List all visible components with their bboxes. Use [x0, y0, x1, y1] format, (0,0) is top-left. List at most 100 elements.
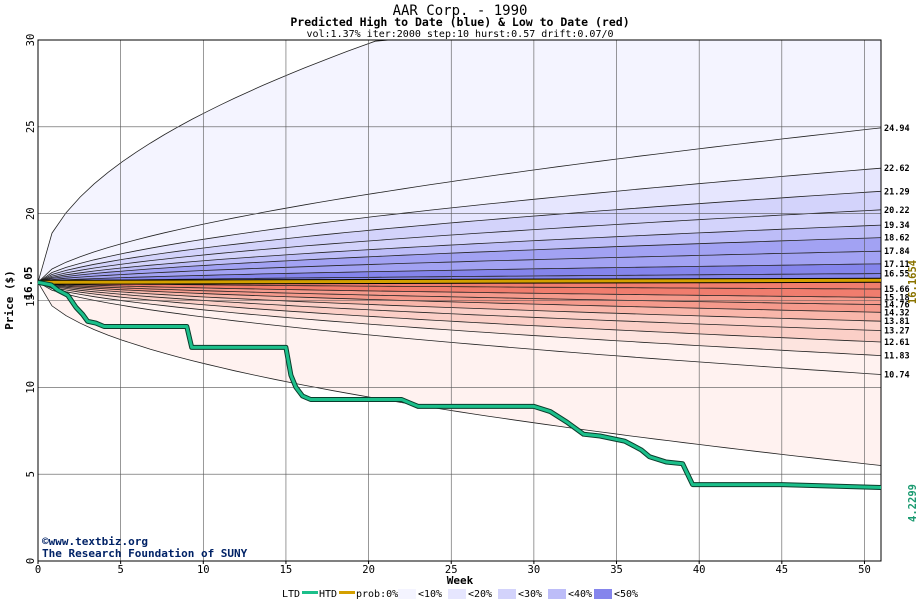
upper-boundary-8 — [37, 263, 882, 283]
y-tick-label: 10 — [25, 381, 37, 394]
legend-band-30-swatch — [548, 589, 566, 599]
legend-band-40-label: <40% — [568, 589, 592, 600]
lower-boundary-5 — [37, 281, 882, 322]
level-label: 21.29 — [884, 187, 910, 197]
lower-boundary-4 — [37, 281, 882, 331]
upper-band-4 — [38, 209, 881, 283]
low-to-date-value-label: 4.2299 — [907, 484, 919, 522]
plot-frame — [37, 39, 882, 562]
upper-boundary-9 — [37, 273, 882, 283]
probability-bands — [37, 39, 882, 466]
x-tick-label: 20 — [362, 564, 375, 576]
legend-band-20-swatch — [498, 589, 516, 599]
level-label: 22.62 — [884, 164, 910, 174]
x-tick-label: 35 — [610, 564, 623, 576]
lower-boundary-3 — [37, 281, 882, 343]
series-layer — [37, 277, 882, 490]
legend-band-50-swatch — [594, 589, 612, 599]
start-value-label: 16.05 — [22, 266, 35, 299]
lower-boundary-9 — [37, 281, 881, 290]
x-tick-label: 25 — [445, 564, 458, 576]
x-tick-label: 5 — [117, 564, 123, 576]
lower-boundary-8 — [37, 281, 882, 298]
upper-boundary-4 — [37, 209, 882, 283]
legend-band-0-swatch — [398, 589, 416, 599]
upper-boundary-2 — [37, 167, 882, 283]
x-tick-label: 10 — [197, 564, 210, 576]
level-label: 19.34 — [884, 221, 910, 231]
x-tick-label: 45 — [775, 564, 788, 576]
y-tick-label: 0 — [25, 558, 37, 564]
level-label: 15.18 — [884, 293, 910, 303]
ltd-line — [37, 280, 882, 489]
lower-band-5 — [38, 282, 881, 322]
upper-boundary-3 — [37, 190, 882, 283]
lower-boundary-6 — [37, 281, 882, 313]
upper-boundary-7 — [37, 250, 882, 283]
level-label: 20.22 — [884, 206, 910, 216]
level-label: 14.32 — [884, 308, 910, 318]
lower-boundary-0 — [37, 282, 882, 466]
upper-boundary-5 — [37, 224, 882, 283]
chart-subtitle: Predicted High to Date (blue) & Low to D… — [290, 15, 629, 29]
x-tick-label: 30 — [528, 564, 541, 576]
upper-band-1 — [38, 127, 881, 283]
lower-band-8 — [38, 282, 881, 298]
legend-htd-swatch — [339, 591, 355, 594]
watermark-org: The Research Foundation of SUNY — [42, 547, 248, 560]
y-tick-label: 25 — [25, 120, 37, 133]
level-label: 17.11 — [884, 260, 910, 270]
level-label: 14.76 — [884, 301, 910, 311]
legend-band-10-swatch — [448, 589, 466, 599]
upper-band-6 — [38, 237, 881, 283]
legend-ltd-swatch — [302, 591, 318, 594]
grid — [37, 39, 882, 562]
y-tick-label: 5 — [25, 471, 37, 477]
level-label: 17.84 — [884, 247, 910, 257]
chart-params: vol:1.37% iter:2000 step:10 hurst:0.57 d… — [306, 29, 613, 40]
level-label: 15.66 — [884, 285, 910, 295]
lower-boundary-7 — [37, 281, 882, 306]
upper-band-3 — [38, 191, 881, 283]
legend-band-20-label: <20% — [468, 589, 492, 600]
x-tick-label: 0 — [35, 564, 41, 576]
htd-line — [37, 278, 882, 284]
level-label: 11.83 — [884, 352, 910, 362]
upper-band-7 — [38, 251, 881, 283]
level-label: 12.61 — [884, 338, 910, 348]
upper-band-8 — [38, 263, 881, 283]
level-label: 16.55 — [884, 270, 910, 280]
legend-band-50-label: <50% — [614, 589, 638, 600]
level-label: 18.62 — [884, 234, 910, 244]
lower-band-3 — [38, 282, 881, 342]
x-tick-label: 50 — [858, 564, 871, 576]
upper-band-5 — [38, 225, 881, 283]
legend: LTD HTD prob:0% <10% <20% <30% <40% <50% — [282, 589, 638, 600]
legend-htd-label: HTD — [319, 589, 337, 600]
x-tick-label: 15 — [280, 564, 293, 576]
y-tick-label: 30 — [25, 34, 37, 47]
watermark-url: ©www.textbiz.org — [42, 535, 148, 548]
legend-prob0-label: prob:0% — [356, 589, 398, 600]
upper-band-0 — [38, 40, 881, 283]
y-axis-label: Price ($) — [3, 270, 16, 330]
upper-boundary-6 — [37, 237, 882, 283]
x-tick-label: 40 — [693, 564, 706, 576]
level-label: 10.74 — [884, 371, 910, 381]
x-axis-label: Week — [447, 574, 474, 587]
level-labels: 24.94 22.62 21.29 20.22 19.34 18.62 17.84 17.11… — [884, 124, 910, 381]
axis-ticks: 0 5 10 15 20 25 30 35 40 45 50 0 5 10 15 20 25 30 — [25, 34, 871, 576]
lower-band-0 — [38, 282, 881, 466]
legend-band-10-label: <10% — [418, 589, 442, 600]
lower-boundary-2 — [37, 281, 882, 356]
lower-band-2 — [38, 282, 881, 356]
lower-band-4 — [38, 282, 881, 331]
lower-band-7 — [38, 282, 881, 305]
upper-boundary-1 — [37, 127, 882, 283]
y-tick-label: 20 — [25, 207, 37, 220]
upper-band-2 — [38, 168, 881, 283]
level-label: 24.94 — [884, 124, 910, 134]
level-label: 13.27 — [884, 327, 910, 337]
high-to-date-value-label: 16.1654 — [907, 260, 919, 304]
legend-band-30-label: <30% — [518, 589, 542, 600]
